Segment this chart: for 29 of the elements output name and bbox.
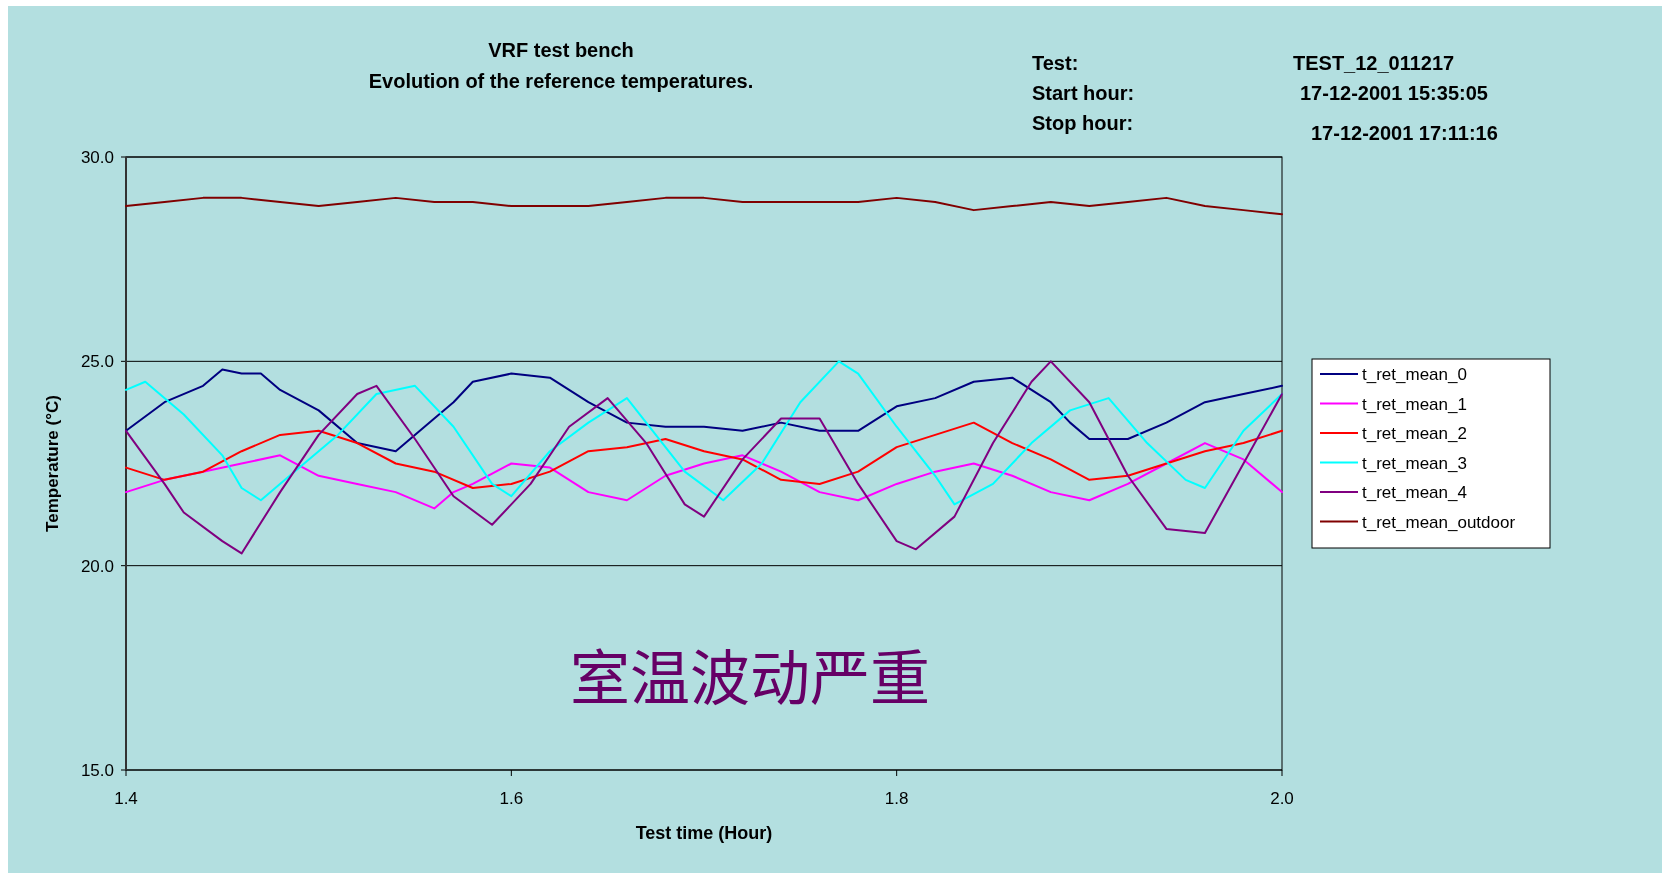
chart-subtitle: Evolution of the reference temperatures. — [368, 70, 754, 92]
y-tick-label: 25.0 — [80, 352, 114, 372]
annotation: 室温波动严重 — [570, 630, 930, 717]
x-axis-title: Test time (Hour) — [635, 823, 773, 843]
legend-label: t_ret_mean_3 — [1362, 453, 1467, 473]
legend-label: t_ret_mean_0 — [1362, 365, 1467, 384]
y-tick-label: 15.0 — [80, 761, 114, 780]
x-tick-label: 1.8 — [884, 789, 909, 808]
line-series — [125, 421, 1283, 490]
chart-title: VRF test bench — [488, 39, 634, 61]
text: Start hour: — [1032, 82, 1135, 104]
line-series — [125, 442, 1283, 510]
legend-label: t_ret_mean_1 — [1362, 394, 1467, 414]
legend-label: t_ret_mean_2 — [1362, 424, 1467, 443]
y-axis-title: Temperature (°C) — [43, 395, 62, 532]
text: 17-12-2001 17:11:16 — [1311, 122, 1498, 144]
x-tick-label: 1.4 — [114, 789, 138, 808]
x-tick-label: 1.6 — [499, 789, 524, 808]
text: 17-12-2001 15:35:05 — [1300, 82, 1488, 104]
text: Stop hour: — [1032, 112, 1134, 134]
line-series — [125, 196, 1283, 216]
line-series — [125, 368, 1283, 453]
y-tick-label: 20.0 — [80, 556, 114, 576]
text: Test: — [1032, 52, 1079, 74]
x-tick-label: 2.0 — [1270, 789, 1294, 808]
y-tick-label: 30.0 — [80, 148, 114, 167]
legend-label: t_ret_mean_4 — [1362, 483, 1467, 502]
text: TEST_12_011217 — [1293, 52, 1455, 74]
legend-label: t_ret_mean_outdoor — [1362, 512, 1516, 532]
